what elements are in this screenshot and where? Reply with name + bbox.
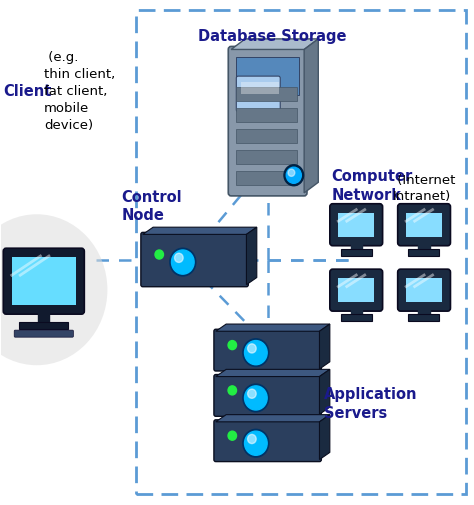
- Circle shape: [243, 429, 269, 457]
- FancyBboxPatch shape: [141, 233, 248, 287]
- Polygon shape: [419, 243, 430, 250]
- Circle shape: [228, 386, 237, 395]
- Circle shape: [288, 170, 295, 177]
- Text: (e.g.
thin client,
fat client,
mobile
device): (e.g. thin client, fat client, mobile de…: [44, 52, 115, 132]
- Circle shape: [245, 341, 267, 365]
- Polygon shape: [216, 324, 330, 332]
- Circle shape: [247, 344, 256, 354]
- FancyBboxPatch shape: [228, 47, 307, 196]
- FancyBboxPatch shape: [236, 109, 297, 123]
- FancyBboxPatch shape: [406, 279, 442, 302]
- Text: Control
Node: Control Node: [121, 190, 182, 222]
- Polygon shape: [231, 40, 318, 51]
- FancyBboxPatch shape: [340, 315, 372, 321]
- Ellipse shape: [0, 215, 108, 366]
- Polygon shape: [351, 243, 362, 250]
- Polygon shape: [319, 415, 330, 460]
- Circle shape: [245, 431, 267, 456]
- FancyBboxPatch shape: [236, 87, 297, 102]
- FancyBboxPatch shape: [236, 172, 297, 186]
- FancyBboxPatch shape: [237, 77, 280, 113]
- FancyBboxPatch shape: [214, 330, 321, 371]
- Polygon shape: [216, 415, 330, 422]
- Circle shape: [172, 250, 194, 275]
- Circle shape: [170, 248, 196, 276]
- Circle shape: [243, 339, 269, 367]
- Polygon shape: [319, 324, 330, 369]
- FancyBboxPatch shape: [338, 279, 374, 302]
- Text: Database Storage: Database Storage: [198, 29, 346, 44]
- Circle shape: [155, 250, 164, 260]
- FancyBboxPatch shape: [236, 58, 300, 95]
- FancyBboxPatch shape: [330, 270, 383, 312]
- Polygon shape: [246, 228, 257, 285]
- Circle shape: [286, 168, 301, 184]
- FancyBboxPatch shape: [236, 130, 297, 144]
- Text: Computer
Network: Computer Network: [331, 169, 412, 203]
- Polygon shape: [351, 309, 362, 315]
- Polygon shape: [143, 228, 257, 235]
- Circle shape: [228, 341, 237, 350]
- Circle shape: [174, 254, 183, 263]
- FancyBboxPatch shape: [214, 375, 321, 417]
- FancyBboxPatch shape: [409, 315, 439, 321]
- FancyBboxPatch shape: [18, 322, 68, 329]
- Polygon shape: [419, 309, 430, 315]
- Text: Application
Servers: Application Servers: [324, 386, 418, 420]
- Polygon shape: [319, 370, 330, 415]
- FancyBboxPatch shape: [14, 330, 73, 337]
- Polygon shape: [304, 40, 318, 193]
- FancyBboxPatch shape: [12, 258, 76, 306]
- Circle shape: [284, 166, 303, 186]
- FancyBboxPatch shape: [409, 249, 439, 256]
- Polygon shape: [38, 312, 49, 323]
- Circle shape: [247, 389, 256, 398]
- FancyBboxPatch shape: [330, 205, 383, 246]
- Polygon shape: [216, 370, 330, 377]
- FancyBboxPatch shape: [236, 151, 297, 165]
- FancyBboxPatch shape: [240, 83, 279, 95]
- FancyBboxPatch shape: [214, 420, 321, 462]
- Circle shape: [247, 434, 256, 444]
- FancyBboxPatch shape: [3, 249, 84, 315]
- FancyBboxPatch shape: [340, 249, 372, 256]
- Text: Client: Client: [4, 84, 52, 99]
- FancyBboxPatch shape: [398, 270, 450, 312]
- Circle shape: [245, 386, 267, 410]
- Circle shape: [228, 431, 237, 440]
- FancyBboxPatch shape: [338, 214, 374, 237]
- FancyBboxPatch shape: [406, 214, 442, 237]
- Text: (Internet
Intranet): (Internet Intranet): [392, 173, 455, 203]
- FancyBboxPatch shape: [398, 205, 450, 246]
- Circle shape: [243, 384, 269, 412]
